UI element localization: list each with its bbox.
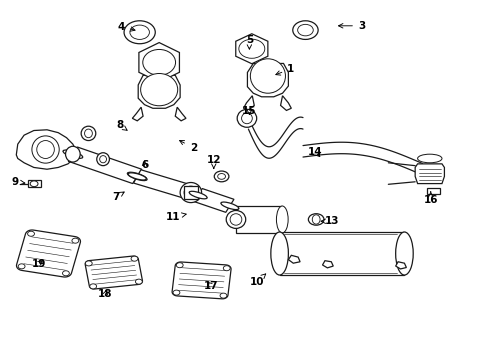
Ellipse shape xyxy=(308,214,324,225)
Ellipse shape xyxy=(226,211,245,228)
Polygon shape xyxy=(139,42,179,82)
Text: 7: 7 xyxy=(112,192,124,202)
Ellipse shape xyxy=(173,290,180,295)
Polygon shape xyxy=(395,262,406,269)
Polygon shape xyxy=(85,256,142,289)
Polygon shape xyxy=(235,34,267,64)
Ellipse shape xyxy=(37,140,54,158)
Ellipse shape xyxy=(189,191,207,199)
Text: 17: 17 xyxy=(203,281,218,291)
Polygon shape xyxy=(194,189,233,212)
Text: 15: 15 xyxy=(242,106,256,116)
Text: 5: 5 xyxy=(245,35,252,49)
Polygon shape xyxy=(68,147,142,184)
Text: 3: 3 xyxy=(338,21,365,31)
Text: 11: 11 xyxy=(165,212,186,222)
Polygon shape xyxy=(133,170,194,199)
Ellipse shape xyxy=(62,271,69,276)
Text: 16: 16 xyxy=(423,192,437,205)
Text: 13: 13 xyxy=(321,216,339,226)
Ellipse shape xyxy=(237,109,256,127)
Text: 12: 12 xyxy=(206,155,221,168)
Ellipse shape xyxy=(221,202,238,210)
Polygon shape xyxy=(322,261,332,268)
Ellipse shape xyxy=(223,266,230,271)
Polygon shape xyxy=(247,63,288,97)
Polygon shape xyxy=(132,107,143,121)
Polygon shape xyxy=(236,206,282,233)
Ellipse shape xyxy=(141,73,177,106)
Ellipse shape xyxy=(417,154,441,163)
Ellipse shape xyxy=(127,172,147,181)
Polygon shape xyxy=(183,186,198,199)
Ellipse shape xyxy=(27,231,34,236)
Ellipse shape xyxy=(395,232,412,275)
Ellipse shape xyxy=(90,284,97,289)
Polygon shape xyxy=(27,180,41,187)
Ellipse shape xyxy=(292,21,318,40)
Text: 14: 14 xyxy=(307,147,322,157)
Ellipse shape xyxy=(220,293,226,298)
Ellipse shape xyxy=(214,171,228,182)
Ellipse shape xyxy=(270,232,288,275)
Ellipse shape xyxy=(250,59,285,93)
Ellipse shape xyxy=(297,24,313,36)
Ellipse shape xyxy=(131,256,138,261)
Text: 19: 19 xyxy=(32,258,46,269)
Ellipse shape xyxy=(81,126,96,140)
Text: 1: 1 xyxy=(275,64,294,75)
Polygon shape xyxy=(279,232,404,275)
Ellipse shape xyxy=(65,146,80,162)
Ellipse shape xyxy=(142,49,175,75)
Ellipse shape xyxy=(241,113,252,124)
Ellipse shape xyxy=(183,186,197,199)
Ellipse shape xyxy=(130,25,149,40)
Ellipse shape xyxy=(128,173,146,180)
Ellipse shape xyxy=(124,21,155,44)
Ellipse shape xyxy=(84,129,92,138)
Ellipse shape xyxy=(85,261,92,266)
Ellipse shape xyxy=(182,189,200,196)
Ellipse shape xyxy=(63,150,82,158)
Text: 10: 10 xyxy=(249,274,265,287)
Text: 2: 2 xyxy=(179,140,197,153)
Polygon shape xyxy=(138,75,180,108)
Ellipse shape xyxy=(180,183,201,203)
Ellipse shape xyxy=(312,215,320,224)
Ellipse shape xyxy=(30,181,38,186)
Ellipse shape xyxy=(176,263,183,268)
Ellipse shape xyxy=(97,153,109,166)
Text: 18: 18 xyxy=(98,289,113,299)
Polygon shape xyxy=(175,107,185,121)
Text: 4: 4 xyxy=(117,22,135,32)
Polygon shape xyxy=(243,96,254,111)
Ellipse shape xyxy=(217,174,225,179)
Ellipse shape xyxy=(32,136,59,163)
Ellipse shape xyxy=(18,264,25,269)
Polygon shape xyxy=(288,255,300,263)
Ellipse shape xyxy=(230,214,242,225)
Polygon shape xyxy=(414,164,444,184)
Polygon shape xyxy=(172,262,231,299)
Ellipse shape xyxy=(100,156,106,163)
Ellipse shape xyxy=(72,238,79,243)
Text: 9: 9 xyxy=(12,177,25,187)
Ellipse shape xyxy=(276,206,287,233)
Polygon shape xyxy=(280,96,291,111)
Ellipse shape xyxy=(238,39,264,58)
Ellipse shape xyxy=(135,279,142,284)
Polygon shape xyxy=(427,188,439,194)
Text: 6: 6 xyxy=(141,159,148,170)
Polygon shape xyxy=(17,230,81,277)
Polygon shape xyxy=(16,130,76,169)
Text: 8: 8 xyxy=(116,121,127,130)
